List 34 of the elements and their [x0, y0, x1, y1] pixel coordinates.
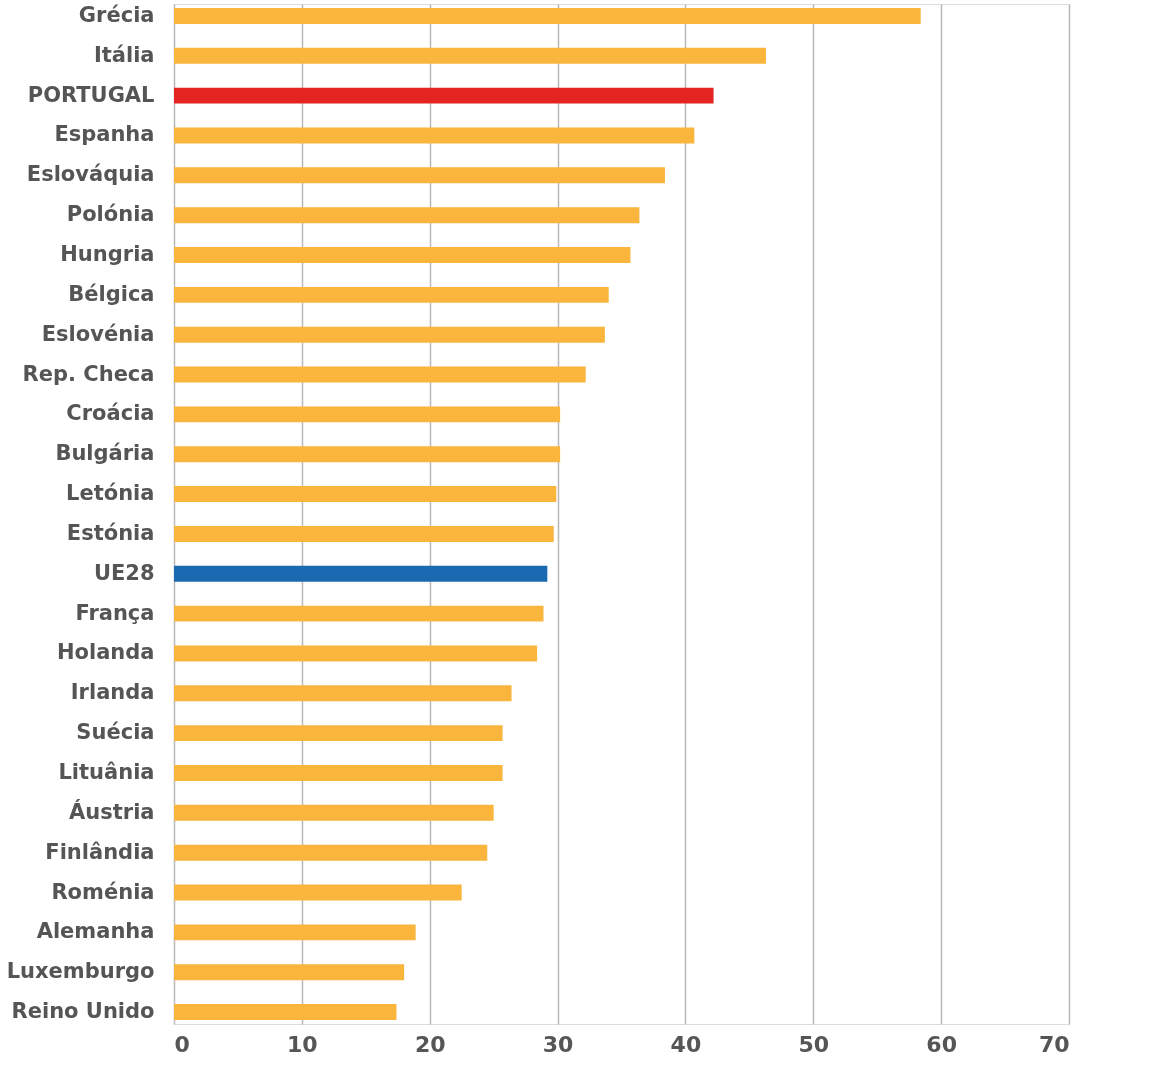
y-tick-label: Irlanda — [70, 680, 155, 705]
x-tick-label: 40 — [670, 1031, 702, 1057]
x-tick-label: 70 — [1038, 1031, 1070, 1057]
y-tick-label: Hungria — [60, 242, 155, 267]
x-tick-label: 20 — [414, 1031, 446, 1057]
y-tick-label: Alemanha — [36, 919, 155, 944]
y-tick-label: Rep. Checa — [22, 361, 155, 386]
x-tick-label: 60 — [926, 1031, 957, 1057]
y-tick-label: França — [75, 600, 155, 625]
y-tick-label: Croácia — [66, 401, 155, 426]
y-tick-label: Reino Unido — [11, 999, 155, 1024]
y-tick-label: Itália — [93, 42, 155, 67]
x-tick-label: 50 — [798, 1031, 830, 1057]
x-tick-label: 10 — [287, 1031, 318, 1057]
y-tick-label: Áustria — [69, 798, 155, 824]
y-tick-label: Grécia — [78, 2, 155, 27]
y-tick-label: Letónia — [66, 481, 155, 506]
y-tick-label: Suécia — [76, 720, 155, 745]
y-tick-label: Bélgica — [68, 281, 155, 306]
y-tick-label: Polónia — [66, 202, 155, 227]
y-tick-label: Espanha — [54, 122, 155, 147]
y-tick-label: Bulgária — [55, 441, 155, 466]
y-tick-label: Roménia — [51, 879, 155, 904]
y-tick-label: Finlândia — [45, 839, 155, 864]
y-tick-label: Eslováquia — [26, 162, 155, 187]
y-tick-label: Eslovénia — [41, 321, 155, 346]
y-tick-label: Holanda — [56, 640, 155, 665]
y-tick-label: UE28 — [93, 560, 155, 585]
y-tick-label: Luxemburgo — [6, 959, 155, 984]
y-tick-label: Estónia — [66, 520, 155, 545]
y-tick-label: PORTUGAL — [27, 82, 155, 107]
y-tick-label: Lituânia — [58, 759, 155, 784]
x-tick-label: 30 — [542, 1031, 574, 1057]
x-tick-label: 0 — [174, 1031, 190, 1057]
